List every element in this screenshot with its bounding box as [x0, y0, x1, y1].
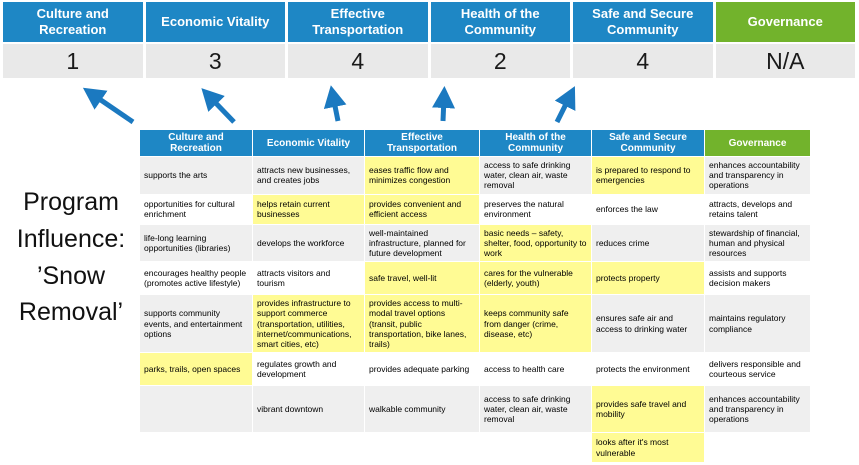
- score-safety: 4: [573, 44, 713, 78]
- page-title-line: Program: [23, 188, 119, 216]
- matrix-row: vibrant downtown walkable community acce…: [140, 386, 810, 433]
- matrix-cell: provides access to multi-modal travel op…: [365, 295, 479, 353]
- matrix-cell: provides infrastructure to support comme…: [253, 295, 364, 353]
- score-economic: 3: [145, 44, 285, 78]
- matrix-cell: attracts, develops and retains talent: [705, 194, 810, 224]
- matrix-cell: eases traffic flow and minimizes congest…: [365, 157, 479, 194]
- page-title-line: ’Snow: [36, 261, 106, 290]
- matrix-cell: reduces crime: [592, 224, 704, 262]
- matrix-cell: walkable community: [365, 386, 479, 433]
- summary-header-economic: Economic Vitality: [145, 2, 285, 42]
- matrix-cell: delivers responsible and courteous servi…: [705, 353, 810, 386]
- matrix-row: encourages healthy people (promotes acti…: [140, 262, 810, 295]
- summary-score-row: 1 3 4 2 4 N/A: [3, 44, 855, 78]
- matrix-row: looks after it's most vulnerable: [140, 433, 810, 463]
- matrix-cell: [705, 433, 810, 463]
- matrix-cell: supports community events, and entertain…: [140, 295, 252, 353]
- matrix-row: life-long learning opportunities (librar…: [140, 224, 810, 262]
- arrow-icon: [201, 88, 236, 124]
- matrix-header-health: Health of the Community: [480, 130, 591, 156]
- matrix-cell: opportunities for cultural enrichment: [140, 194, 252, 224]
- summary-header-culture: Culture and Recreation: [3, 2, 143, 42]
- matrix-header-transportation: Effective Transportation: [365, 130, 479, 156]
- matrix-row: parks, trails, open spaces regulates gro…: [140, 353, 810, 386]
- influence-matrix: Culture and Recreation Economic Vitality…: [140, 130, 810, 463]
- matrix-header-economic: Economic Vitality: [253, 130, 364, 156]
- matrix-cell: access to safe drinking water, clean air…: [480, 157, 591, 194]
- summary-header-governance: Governance: [715, 2, 855, 42]
- matrix-header-safety: Safe and Secure Community: [592, 130, 704, 156]
- matrix-header-culture: Culture and Recreation: [140, 130, 252, 156]
- matrix-cell: access to safe drinking water, clean air…: [480, 386, 591, 433]
- matrix-cell: stewardship of financial, human and phys…: [705, 224, 810, 262]
- matrix-cell: maintains regulatory compliance: [705, 295, 810, 353]
- matrix-cell: vibrant downtown: [253, 386, 364, 433]
- matrix-cell: life-long learning opportunities (librar…: [140, 224, 252, 262]
- matrix-cell: basic needs – safety, shelter, food, opp…: [480, 224, 591, 262]
- matrix-cell: is prepared to respond to emergencies: [592, 157, 704, 194]
- matrix-header-governance: Governance: [705, 130, 810, 156]
- matrix-cell: supports the arts: [140, 157, 252, 194]
- matrix-cell: [140, 386, 252, 433]
- summary-header-health: Health of the Community: [430, 2, 570, 42]
- matrix-row: supports community events, and entertain…: [140, 295, 810, 353]
- score-governance: N/A: [715, 44, 855, 78]
- matrix-cell: regulates growth and development: [253, 353, 364, 386]
- matrix-cell: access to health care: [480, 353, 591, 386]
- matrix-cell: safe travel, well-lit: [365, 262, 479, 295]
- score-transportation: 4: [288, 44, 428, 78]
- matrix-cell: provides convenient and efficient access: [365, 194, 479, 224]
- matrix-header-row: Culture and Recreation Economic Vitality…: [140, 130, 810, 156]
- arrow-icon: [82, 87, 135, 125]
- score-health: 2: [430, 44, 570, 78]
- matrix-cell: attracts visitors and tourism: [253, 262, 364, 295]
- summary-header-transportation: Effective Transportation: [288, 2, 428, 42]
- matrix-cell: looks after it's most vulnerable: [592, 433, 704, 463]
- matrix-cell: develops the workforce: [253, 224, 364, 262]
- matrix-cell: well-maintained infrastructure, planned …: [365, 224, 479, 262]
- matrix-cell: provides adequate parking: [365, 353, 479, 386]
- arrow-icon: [323, 85, 347, 122]
- matrix-cell: assists and supports decision makers: [705, 262, 810, 295]
- matrix-cell: protects property: [592, 262, 704, 295]
- matrix-cell: encourages healthy people (promotes acti…: [140, 262, 252, 295]
- matrix-cell: [140, 433, 252, 463]
- arrow-icon: [432, 86, 456, 122]
- page-title-line: Removal’: [18, 298, 124, 327]
- matrix-cell: helps retain current businesses: [253, 194, 364, 224]
- matrix-cell: parks, trails, open spaces: [140, 353, 252, 386]
- matrix-cell: provides safe travel and mobility: [592, 386, 704, 433]
- matrix-cell: ensures safe air and access to drinking …: [592, 295, 704, 353]
- matrix-cell: [253, 433, 364, 463]
- arrow-icon: [554, 86, 576, 124]
- matrix-cell: keeps community safe from danger (crime,…: [480, 295, 591, 353]
- matrix-cell: cares for the vulnerable (elderly, youth…: [480, 262, 591, 295]
- matrix-cell: enforces the law: [592, 194, 704, 224]
- matrix-cell: protects the environment: [592, 353, 704, 386]
- page-title: Program Influence: ’Snow Removal’: [0, 184, 142, 331]
- matrix-cell: enhances accountability and transparency…: [705, 157, 810, 194]
- matrix-cell: preserves the natural environment: [480, 194, 591, 224]
- matrix-cell: attracts new businesses, and creates job…: [253, 157, 364, 194]
- summary-header-safety: Safe and Secure Community: [573, 2, 713, 42]
- page-title-line: Influence:: [16, 224, 126, 253]
- matrix-row: supports the arts attracts new businesse…: [140, 157, 810, 194]
- matrix-cell: [480, 433, 591, 463]
- matrix-cell: enhances accountability and transparency…: [705, 386, 810, 433]
- matrix-row: opportunities for cultural enrichment he…: [140, 194, 810, 224]
- score-culture: 1: [3, 44, 143, 78]
- matrix-cell: [365, 433, 479, 463]
- summary-header-row: Culture and Recreation Economic Vitality…: [3, 2, 855, 42]
